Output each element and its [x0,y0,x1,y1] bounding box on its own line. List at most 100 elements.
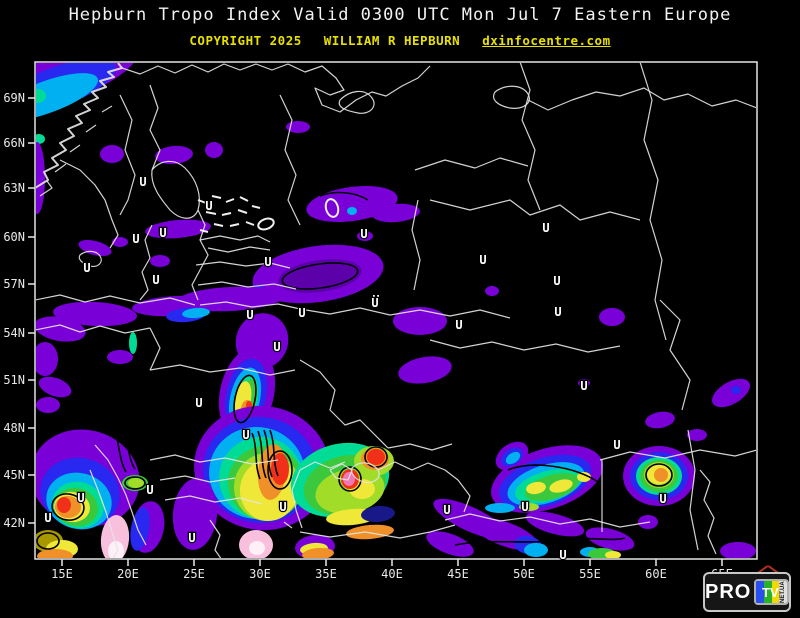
duct-region-purple [286,121,310,133]
duct-region-orange [654,468,668,482]
duct-region-purple [687,429,707,441]
duct-region-purple [525,511,585,537]
duct-marker-U: U [152,273,159,287]
duct-marker-U: U [139,175,146,189]
duct-region-purple [36,316,86,342]
duct-marker-U: U [455,318,462,332]
duct-marker-U: U [195,396,202,410]
duct-region-cyan [182,307,210,319]
duct-region-purple [155,145,193,165]
duct-region-cyan [505,451,521,465]
lon-label: 25E [183,567,205,581]
duct-region-red [367,449,385,465]
duct-marker-U: U [146,483,153,497]
duct-region-purple [645,411,675,429]
duct-region-purple [36,342,58,376]
duct-marker-U: U [298,306,305,320]
duct-region-yellowgreen [519,503,539,511]
duct-marker-U: U [205,199,212,213]
duct-region-yellow [526,481,546,495]
lon-label: 15E [51,567,73,581]
duct-intensity-regions [36,63,756,558]
duct-marker-U: U [242,428,249,442]
lon-label: 40E [381,567,403,581]
author-text: WILLIAM R HEPBURN [323,33,461,48]
tv-stripe-green [764,581,772,603]
contour-ring [233,374,257,424]
duct-region-purple [599,308,625,326]
contour-ring [645,463,673,487]
duct-marker-U: U [554,305,561,319]
duct-marker-U: U [542,221,549,235]
lon-label: 30E [249,567,271,581]
duct-marker-U: U [360,227,367,241]
lat-label: 45N [3,468,25,482]
lat-label: 66N [3,136,25,150]
duct-marker-U: U [159,226,166,240]
duct-region-blue [731,386,741,394]
duct-marker-U: U [188,531,195,545]
lon-label: 20E [117,567,139,581]
duct-region-teal [36,89,46,103]
duct-region-teal [36,134,45,144]
duct-region-purple [720,542,756,558]
duct-marker-U: U [279,500,286,514]
duct-region-yellowgreen [128,478,144,488]
lon-label: 55E [579,567,601,581]
duct-region-red [57,497,71,513]
protv-logo-tv-text: TV [762,584,779,600]
duct-region-purple [578,379,590,387]
duct-marker-U: U [372,293,379,307]
duct-region-purple [485,286,499,296]
duct-region-purple [205,142,223,158]
duct-region-purple [36,397,60,413]
duct-region-purple [426,531,474,557]
website-link[interactable]: dxinfocentre.com [482,33,611,48]
tv-stripe-yellow [771,581,780,603]
lat-label: 63N [3,181,25,195]
duct-marker-U: U [264,255,271,269]
lat-label: 51N [3,373,25,387]
lat-label: 60N [3,230,25,244]
duct-region-blue [130,507,150,551]
contour-ring [267,450,293,490]
duct-marker-U: U [521,500,528,514]
duct-region-cyan [36,73,99,121]
duct-region-purple [145,219,211,239]
duct-marker-U: U [443,503,450,517]
duct-region-purple [357,231,373,241]
duct-region-purple [36,142,45,214]
duct-region-cyan [485,503,515,513]
duct-region-cyan [347,207,357,215]
duct-marker-U: U [83,261,90,275]
lat-label: 48N [3,421,25,435]
lon-label: 50E [513,567,535,581]
protv-logo[interactable]: PRO TV NET.UA [703,572,791,612]
lon-label: 35E [315,567,337,581]
protv-logo-pro-text: PRO [705,581,752,603]
contour-ring [124,476,146,490]
duct-region-purple [53,301,137,327]
duct-region-orange [302,547,334,558]
duct-region-white [249,541,265,555]
duct-marker-U: U [659,492,666,506]
duct-region-red [271,453,289,485]
copyright-text: COPYRIGHT 2025 [189,33,302,48]
page-title: Hepburn Tropo Index Valid 0300 UTC Mon J… [68,5,732,25]
duct-region-cyan [524,543,548,557]
duct-region-teal [129,332,137,354]
lat-label: 69N [3,91,25,105]
duct-marker-U: U [479,253,486,267]
tv-stripe-blue [756,581,765,603]
duct-region-purple [150,255,170,267]
duct-region-purple [100,145,124,163]
duct-region-purple [107,350,133,364]
duct-region-purple [393,307,447,335]
duct-region-navy [361,505,395,523]
duct-region-darkpurple [278,259,362,293]
duct-marker-U: U [613,438,620,452]
duct-marker-U: U [44,511,51,525]
